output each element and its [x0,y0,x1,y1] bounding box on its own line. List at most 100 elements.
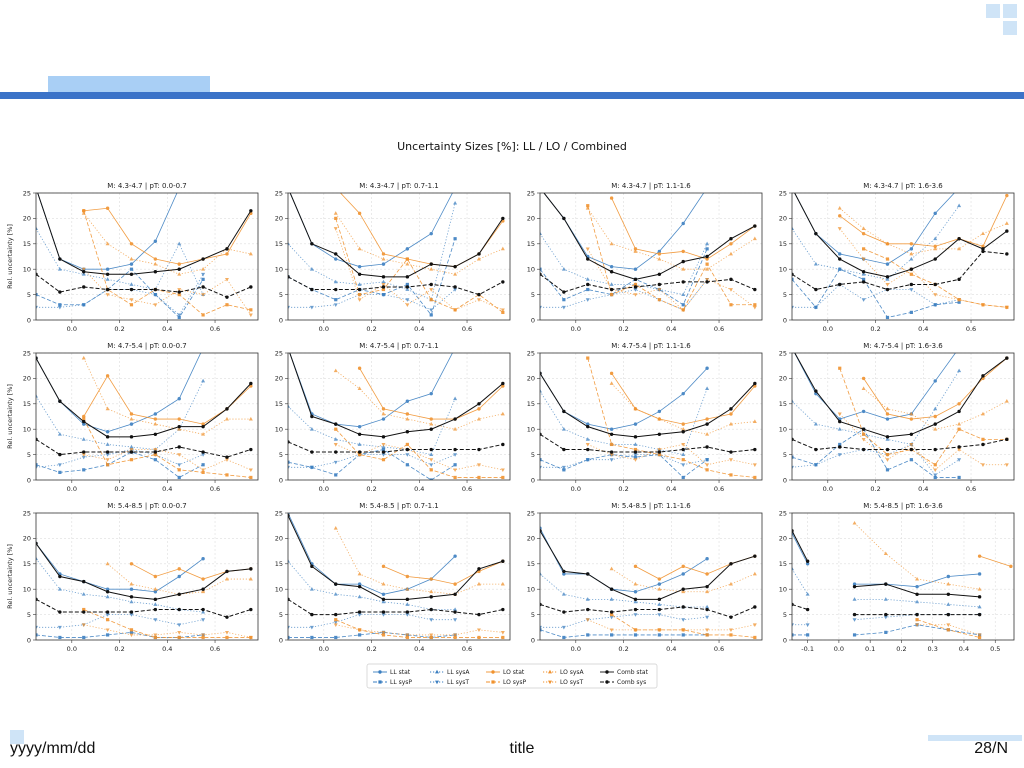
data-point [681,422,685,426]
data-point [933,303,938,307]
data-point [838,419,842,424]
legend-marker [378,680,382,684]
data-point [36,272,38,276]
data-point [980,411,985,416]
series-line [540,629,708,638]
series-line [839,413,1007,471]
panel-7: M: 4.7-5.4 | pT: 1.1-1.6 0 5 10 15 20 25 0.0 0.2… [527,342,763,493]
data-point [753,635,757,640]
legend-label: LL sysP [390,679,412,686]
data-point [405,453,410,457]
data-point [1004,305,1009,310]
data-point [225,247,229,251]
y-tick-label: 20 [779,535,787,543]
data-point [729,473,733,477]
data-point [705,422,709,426]
data-point [861,226,866,230]
data-point [381,630,386,635]
data-point [177,468,181,472]
data-point [792,437,794,442]
series-lo-stat [129,562,253,581]
data-point [838,282,842,287]
data-point [885,283,890,287]
data-point [792,633,794,637]
series-lo-stat [381,559,505,586]
data-point [657,256,662,261]
x-tick-label: 0.4 [162,645,172,653]
data-point [82,635,86,640]
data-point [933,422,937,426]
legend-item: LO stat [486,669,525,676]
data-point [977,572,982,576]
data-point [129,628,134,632]
data-point [405,635,409,640]
data-point [838,214,842,218]
series-line [37,193,252,275]
data-point [405,610,410,614]
panel-title: M: 4.7-5.4 | pT: 1.1-1.6 [611,342,691,350]
data-point [885,275,890,279]
data-point [333,279,338,284]
data-point [681,572,685,576]
series-line [540,573,708,608]
data-point [129,450,134,454]
series-line [36,614,204,628]
x-tick-label: 0.4 [666,645,676,653]
data-point [82,450,86,454]
data-point [977,554,982,558]
data-point [852,633,857,637]
y-tick-label: 20 [275,535,283,543]
plot-area [540,356,757,480]
data-point [129,298,134,302]
data-point [561,305,566,310]
data-point [177,567,181,571]
panel-title: M: 4.3-4.7 | pT: 0.7-1.1 [359,182,439,190]
data-point [909,251,914,256]
x-tick-label: 0.2 [896,645,906,653]
data-point [310,612,314,617]
data-point [477,447,481,452]
data-point [957,300,961,304]
data-point [381,283,386,287]
data-point [705,584,709,589]
series-line [36,543,251,600]
data-point [429,391,433,396]
data-point [633,597,638,602]
y-tick-label: 15 [779,560,787,568]
y-tick-label: 20 [527,215,535,223]
data-point [633,628,638,633]
data-point [225,635,229,640]
data-point [681,443,686,447]
data-point [405,597,410,602]
data-point [540,388,542,393]
x-tick-label: 0.2 [114,485,124,493]
legend-marker [435,680,439,685]
data-point [201,293,206,297]
data-point [813,261,818,266]
series-line [289,193,453,268]
x-tick-label: 0.2 [366,645,376,653]
data-point [705,262,709,266]
series-comb-sys [288,440,505,454]
series-comb-stat [36,356,253,439]
series-line [540,273,756,293]
series-line [83,207,252,265]
data-point [453,308,458,313]
data-point [909,310,913,314]
data-point [633,453,638,457]
data-point [837,427,842,431]
x-tick-label: 0.6 [210,645,220,653]
data-point [657,450,662,454]
data-point [82,468,86,472]
data-point [681,427,686,431]
data-point [609,196,614,200]
data-point [177,445,181,449]
data-point [681,308,686,313]
panel-frame [791,352,1015,481]
data-point [633,406,638,411]
data-point [681,633,685,637]
data-point [477,635,481,640]
x-tick-label: 0.6 [462,325,472,333]
data-point [838,252,842,256]
data-point [153,287,158,292]
